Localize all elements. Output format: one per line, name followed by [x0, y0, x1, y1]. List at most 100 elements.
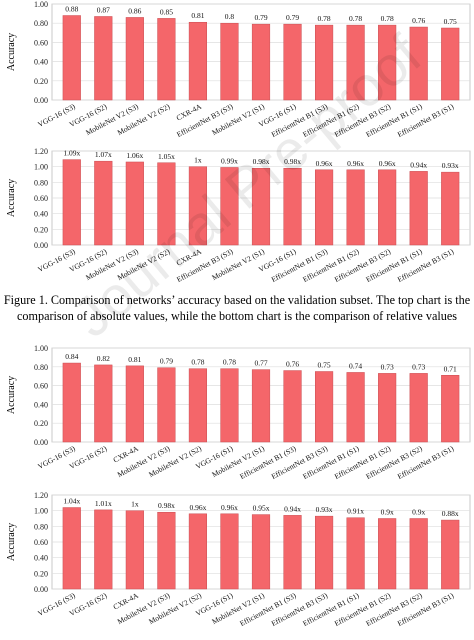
c4-data-label: 1.04x: [63, 497, 80, 506]
c3-bar: [62, 362, 81, 443]
c3-data-label: 0.76: [286, 360, 299, 369]
c4-data-label: 1.01x: [95, 499, 112, 508]
c1-data-label: 0.88: [65, 5, 78, 14]
c1-ytick-label: 1.00: [34, 0, 48, 9]
c3-ytick-label: 0.80: [34, 363, 48, 372]
c4-bar: [314, 515, 334, 590]
c3-bar: [283, 370, 302, 443]
c3-data-label: 0.73: [381, 362, 394, 371]
c3-data-label: 0.74: [349, 361, 362, 370]
c4-ytick-label: 0.40: [34, 554, 48, 563]
c4-bar: [283, 515, 302, 590]
chart-absolute-accuracy-1: 0.000.200.400.600.801.00Accuracy0.88VGG-…: [6, 0, 471, 139]
c1-data-label: 0.75: [444, 17, 457, 26]
c3-bar: [251, 369, 271, 443]
c3-ytick-label: 1.00: [34, 344, 48, 353]
c4-bar: [409, 518, 428, 590]
figure-caption: Figure 1. Comparison of networks’ accura…: [0, 292, 474, 324]
c2-data-label: 0.99x: [221, 156, 238, 165]
c2-data-label: 0.98x: [253, 157, 270, 166]
c2-category-label: EfficientNet B3 (S1): [396, 247, 456, 284]
c2-data-label: 1.05x: [158, 152, 175, 161]
c3-category-label: EfficientNet B3 (S1): [396, 444, 456, 481]
c1-data-label: 0.78: [381, 14, 394, 23]
chart-absolute-accuracy-2: 0.000.200.400.600.801.00Accuracy0.84VGG-…: [6, 344, 471, 481]
c1-ytick-label: 0.60: [34, 38, 48, 47]
c4-data-label: 0.94x: [284, 504, 301, 513]
c2-data-label: 0.96x: [379, 159, 396, 168]
c4-data-label: 0.9x: [412, 508, 425, 517]
c4-bar: [378, 518, 397, 590]
c1-ytick-label: 0.80: [34, 19, 48, 28]
c1-data-label: 0.78: [349, 14, 362, 23]
c3-bar: [94, 364, 113, 443]
c2-bar: [62, 159, 81, 246]
c1-bar: [346, 24, 365, 101]
c2-bar: [346, 169, 365, 246]
c3-bar: [378, 373, 397, 443]
c4-data-label: 1x: [131, 500, 139, 509]
c2-data-label: 1.06x: [126, 151, 143, 160]
c3-data-label: 0.73: [412, 362, 425, 371]
c3-bar: [346, 372, 365, 443]
c3-bar: [125, 365, 144, 443]
c1-bar: [441, 27, 460, 101]
c1-category-label: EfficientNet B3 (S1): [396, 102, 456, 139]
c2-bar: [441, 171, 460, 246]
caption-line-1: Figure 1. Comparison of networks’ accura…: [3, 293, 471, 307]
c1-ytick-label: 0.00: [34, 96, 48, 105]
c2-data-label: 0.96x: [347, 159, 364, 168]
c1-ytick-label: 0.40: [34, 58, 48, 67]
c3-data-label: 0.77: [254, 359, 267, 368]
c3-data-label: 0.81: [128, 355, 141, 364]
c1-bar: [409, 26, 428, 101]
c2-bar: [220, 167, 239, 246]
c3-data-label: 0.78: [191, 358, 204, 367]
c4-data-label: 0.96x: [189, 503, 206, 512]
c3-ytick-label: 0.00: [34, 438, 48, 447]
c2-ylabel: Accuracy: [6, 179, 17, 217]
c1-data-label: 0.76: [412, 16, 425, 25]
c1-bar: [188, 21, 208, 101]
c4-bar: [62, 507, 81, 590]
c1-bar: [314, 24, 334, 101]
c2-bar: [188, 166, 208, 246]
c2-data-label: 0.94x: [410, 160, 427, 169]
c4-data-label: 0.9x: [381, 508, 394, 517]
c2-ytick-label: 0.00: [34, 241, 48, 250]
c4-ylabel: Accuracy: [6, 523, 17, 561]
c1-bar: [125, 17, 144, 101]
c1-data-label: 0.81: [191, 11, 204, 20]
c4-category-label: EfficientNet B3 (S1): [396, 591, 456, 628]
c1-data-label: 0.8: [225, 12, 235, 21]
c4-bar: [441, 519, 460, 590]
c1-bar: [62, 15, 81, 101]
c2-ytick-label: 0.40: [34, 210, 48, 219]
chart-relative-accuracy-2: 0.00 0.20 0.40 0.60 0.80 1.00 1.20 Accuracy 1.04…: [6, 491, 471, 628]
c4-ytick-label: 1.00: [34, 507, 48, 516]
c1-bar: [157, 18, 176, 101]
c4-bar: [125, 510, 144, 590]
c2-bar: [314, 169, 334, 246]
c3-bar: [441, 375, 460, 443]
c3-ytick-label: 0.40: [34, 400, 48, 409]
c3-bar: [188, 368, 208, 443]
c3-bar: [157, 367, 176, 443]
c2-data-label: 1x: [194, 156, 202, 165]
c2-ytick-label: 0.60: [34, 194, 48, 203]
c1-bar: [378, 24, 397, 101]
c4-data-label: 0.96x: [221, 503, 238, 512]
c4-ytick-label: 0.00: [34, 585, 48, 594]
c2-bar: [94, 160, 113, 246]
c1-ytick-label: 0.20: [34, 77, 48, 86]
c2-bar: [283, 167, 302, 246]
c2-bar: [125, 161, 144, 246]
c2-ytick-label: 0.80: [34, 178, 48, 187]
c4-data-label: 0.88x: [442, 509, 459, 518]
c3-data-label: 0.78: [223, 358, 236, 367]
c1-bar: [94, 16, 113, 101]
c4-data-label: 0.98x: [158, 501, 175, 510]
c1-data-label: 0.78: [318, 14, 331, 23]
c1-ylabel: Accuracy: [6, 33, 17, 71]
c4-bar: [157, 511, 176, 590]
